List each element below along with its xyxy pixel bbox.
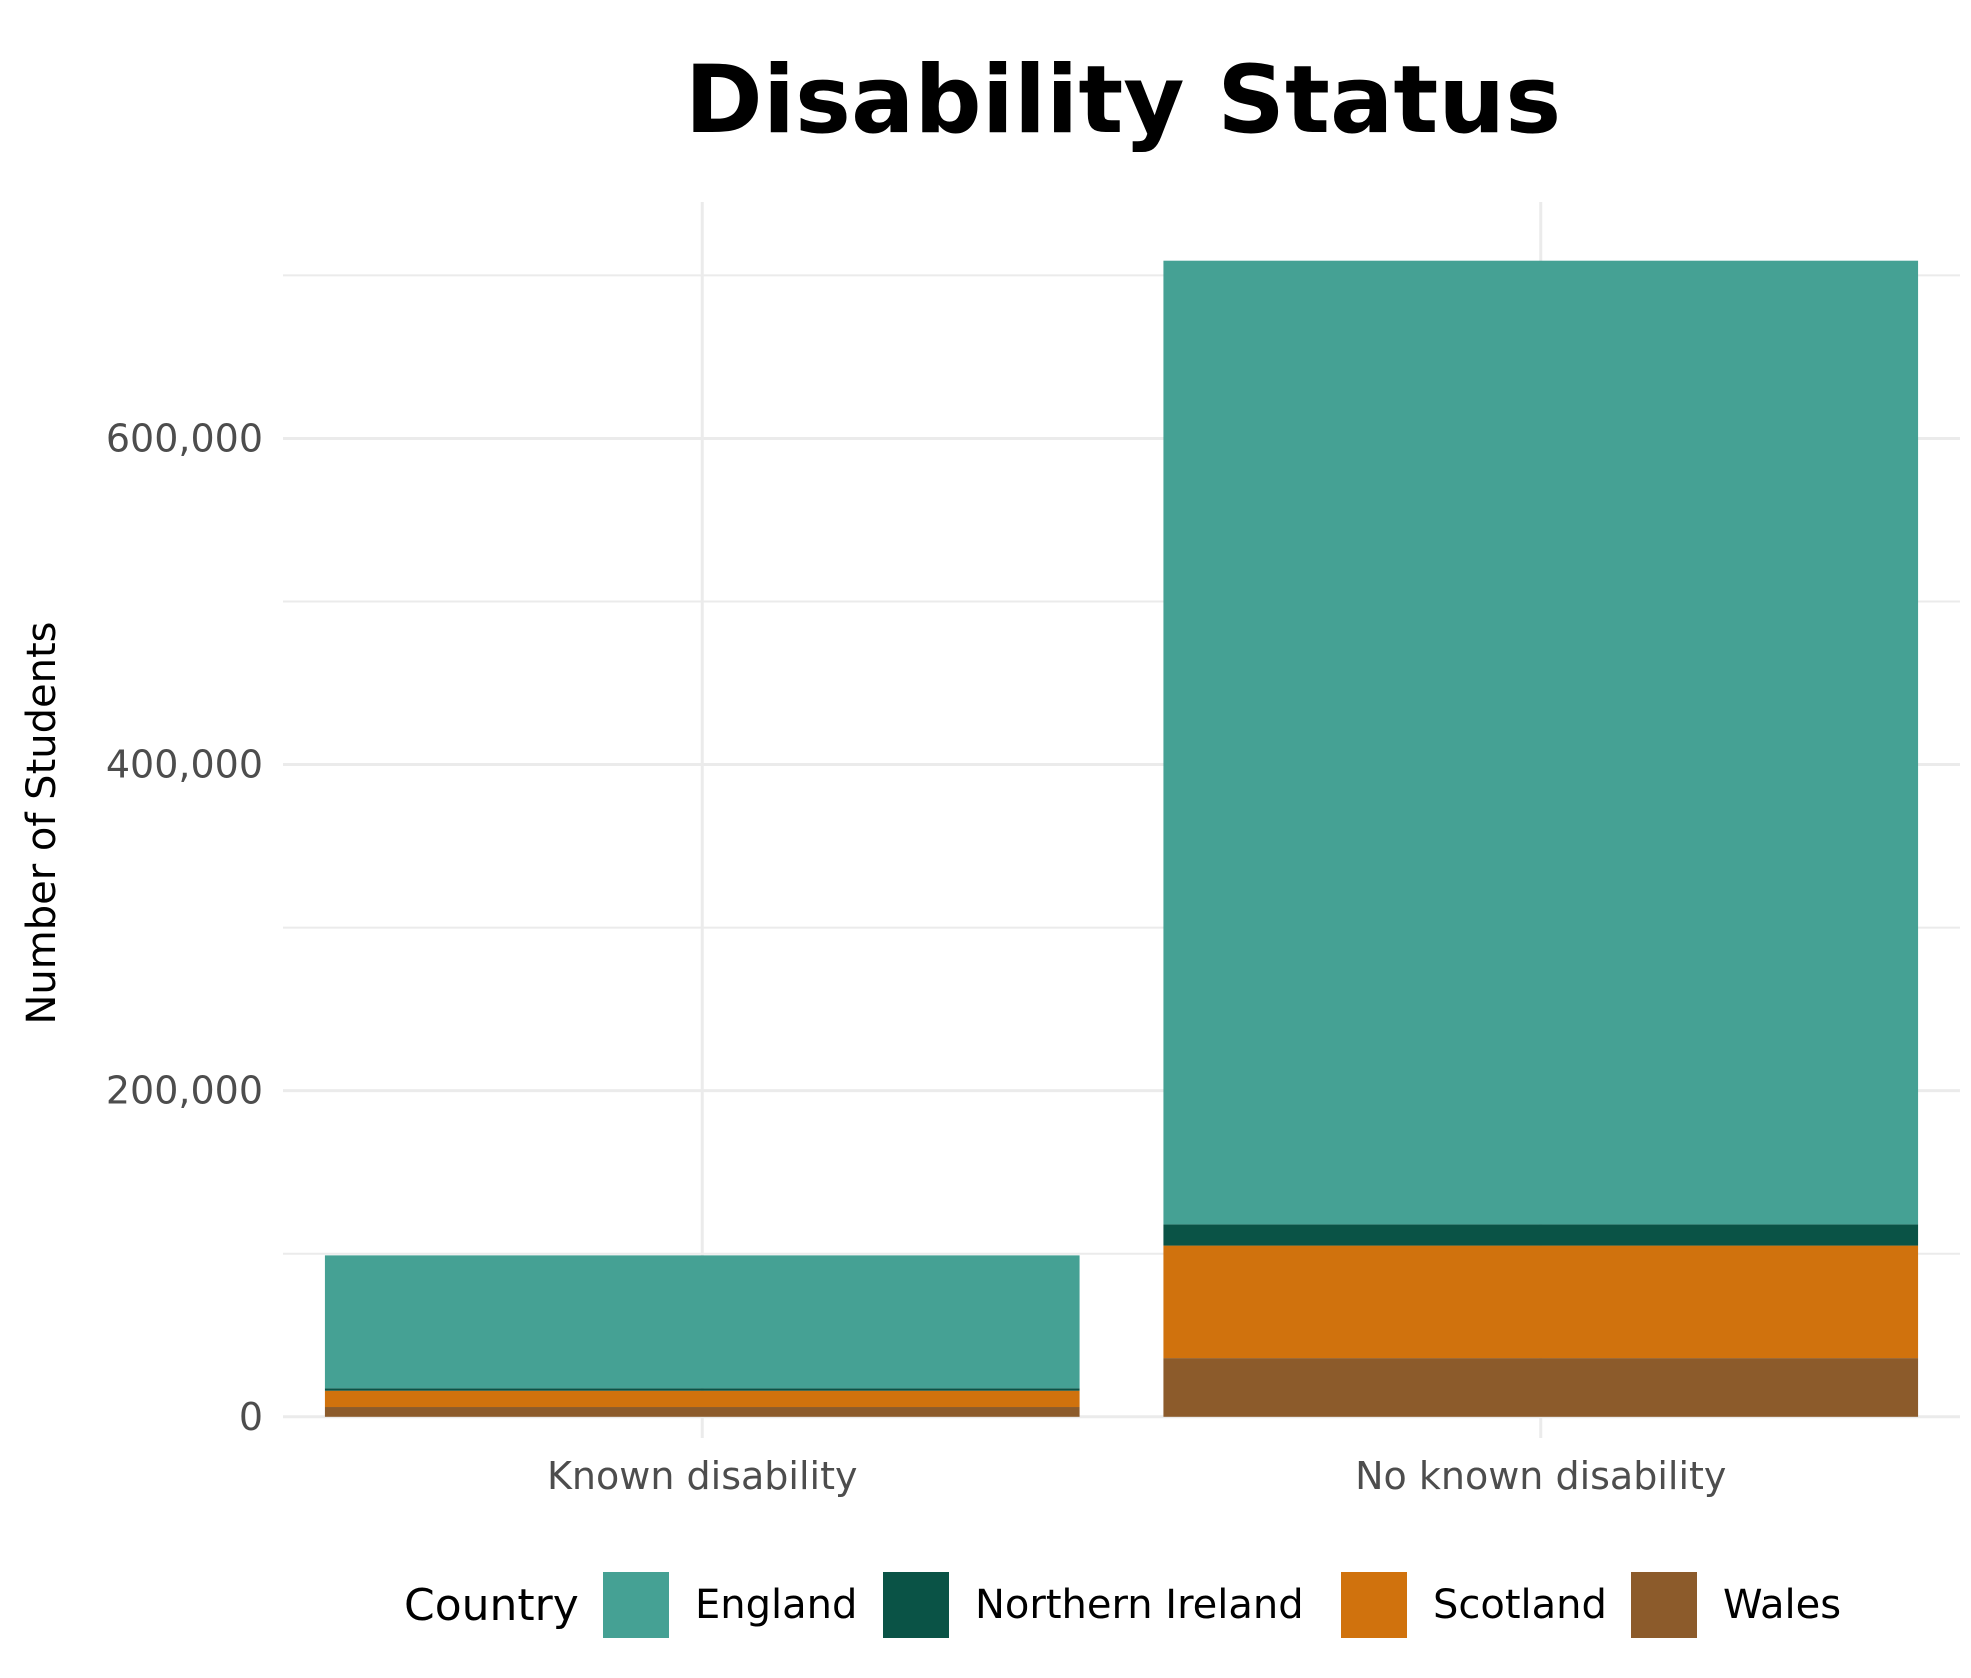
legend-title: Country [404,1580,579,1631]
x-tick-label: Known disability [547,1454,857,1498]
legend: Country England Northern Ireland Scotland W… [404,1572,1841,1638]
legend-label: England [695,1582,857,1628]
bar-scotland-0 [324,1390,1080,1408]
y-tick-label: 200,000 [106,1069,263,1113]
legend-swatch-wales [1631,1572,1697,1638]
bar-england-1 [1163,260,1919,1225]
legend-label: Wales [1723,1582,1841,1628]
legend-swatch-england [603,1572,669,1638]
bar-england-0 [324,1255,1080,1389]
y-tick-label: 600,000 [106,416,263,460]
legend-swatch-scotland [1341,1572,1407,1638]
x-axis-ticks: Known disability No known disability [547,1454,1726,1498]
y-axis-ticks: 0 200,000 400,000 600,000 [106,416,263,1438]
x-tick-label: No known disability [1355,1454,1726,1498]
bar-scotland-1 [1163,1245,1919,1359]
chart-title: Disability Status [685,46,1561,155]
y-tick-label: 400,000 [106,743,263,787]
bar-northern-ireland-0 [324,1388,1080,1391]
legend-label: Northern Ireland [975,1582,1304,1628]
legend-swatch-northern-ireland [883,1572,949,1638]
bar-wales-1 [1163,1358,1919,1417]
bar-northern-ireland-1 [1163,1224,1919,1246]
legend-label: Scotland [1433,1582,1607,1628]
bar-wales-0 [324,1407,1080,1417]
bars [324,260,1919,1417]
y-tick-label: 0 [239,1395,263,1439]
y-axis-title: Number of Students [19,622,65,1025]
